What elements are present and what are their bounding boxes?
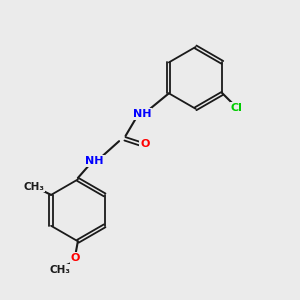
Text: O: O (71, 254, 80, 263)
Text: O: O (140, 139, 149, 149)
Text: CH₃: CH₃ (23, 182, 44, 192)
Text: CH₃: CH₃ (50, 265, 71, 275)
Text: Cl: Cl (231, 103, 242, 113)
Text: NH: NH (133, 109, 151, 119)
Text: NH: NH (85, 156, 104, 166)
